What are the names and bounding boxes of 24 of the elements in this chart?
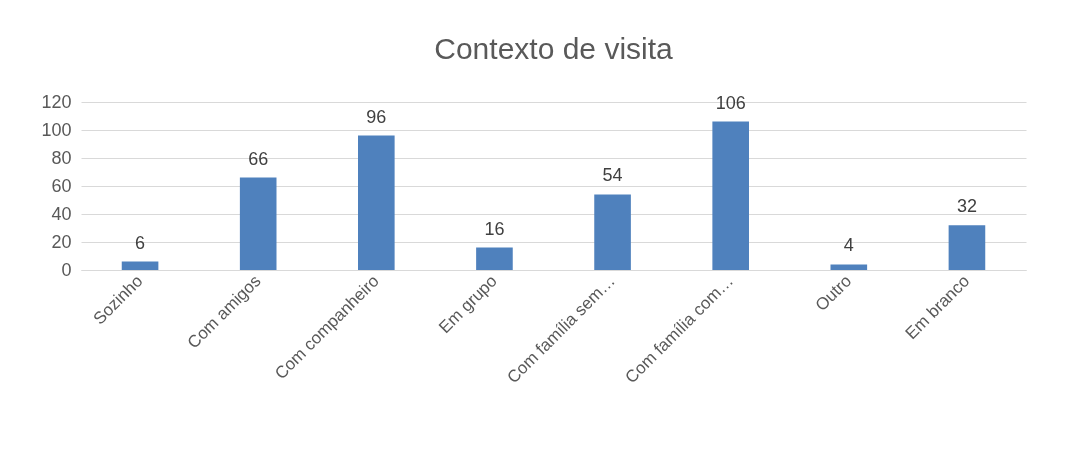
- chart-title: Contexto de visita: [434, 32, 674, 65]
- bar: [239, 177, 277, 270]
- y-tick-label: 120: [41, 91, 72, 112]
- y-tick-label: 80: [51, 147, 72, 168]
- bar: [594, 194, 631, 270]
- data-label: 4: [843, 235, 854, 256]
- bar: [830, 264, 868, 270]
- data-label: 54: [602, 165, 623, 186]
- bar: [948, 225, 986, 270]
- bar: [712, 121, 749, 270]
- data-label: 66: [248, 148, 269, 169]
- y-tick-label: 0: [61, 259, 72, 280]
- y-tick-label: 40: [51, 203, 72, 224]
- bar: [476, 247, 513, 270]
- data-label: 32: [956, 196, 977, 217]
- y-tick-label: 60: [51, 175, 72, 196]
- bar: [358, 135, 395, 270]
- data-label: 6: [135, 232, 146, 253]
- bar: [121, 261, 159, 270]
- y-tick-label: 100: [41, 119, 72, 140]
- y-tick-label: 20: [51, 231, 72, 252]
- data-label: 106: [715, 92, 746, 113]
- data-label: 96: [366, 106, 387, 127]
- data-label: 16: [484, 218, 505, 239]
